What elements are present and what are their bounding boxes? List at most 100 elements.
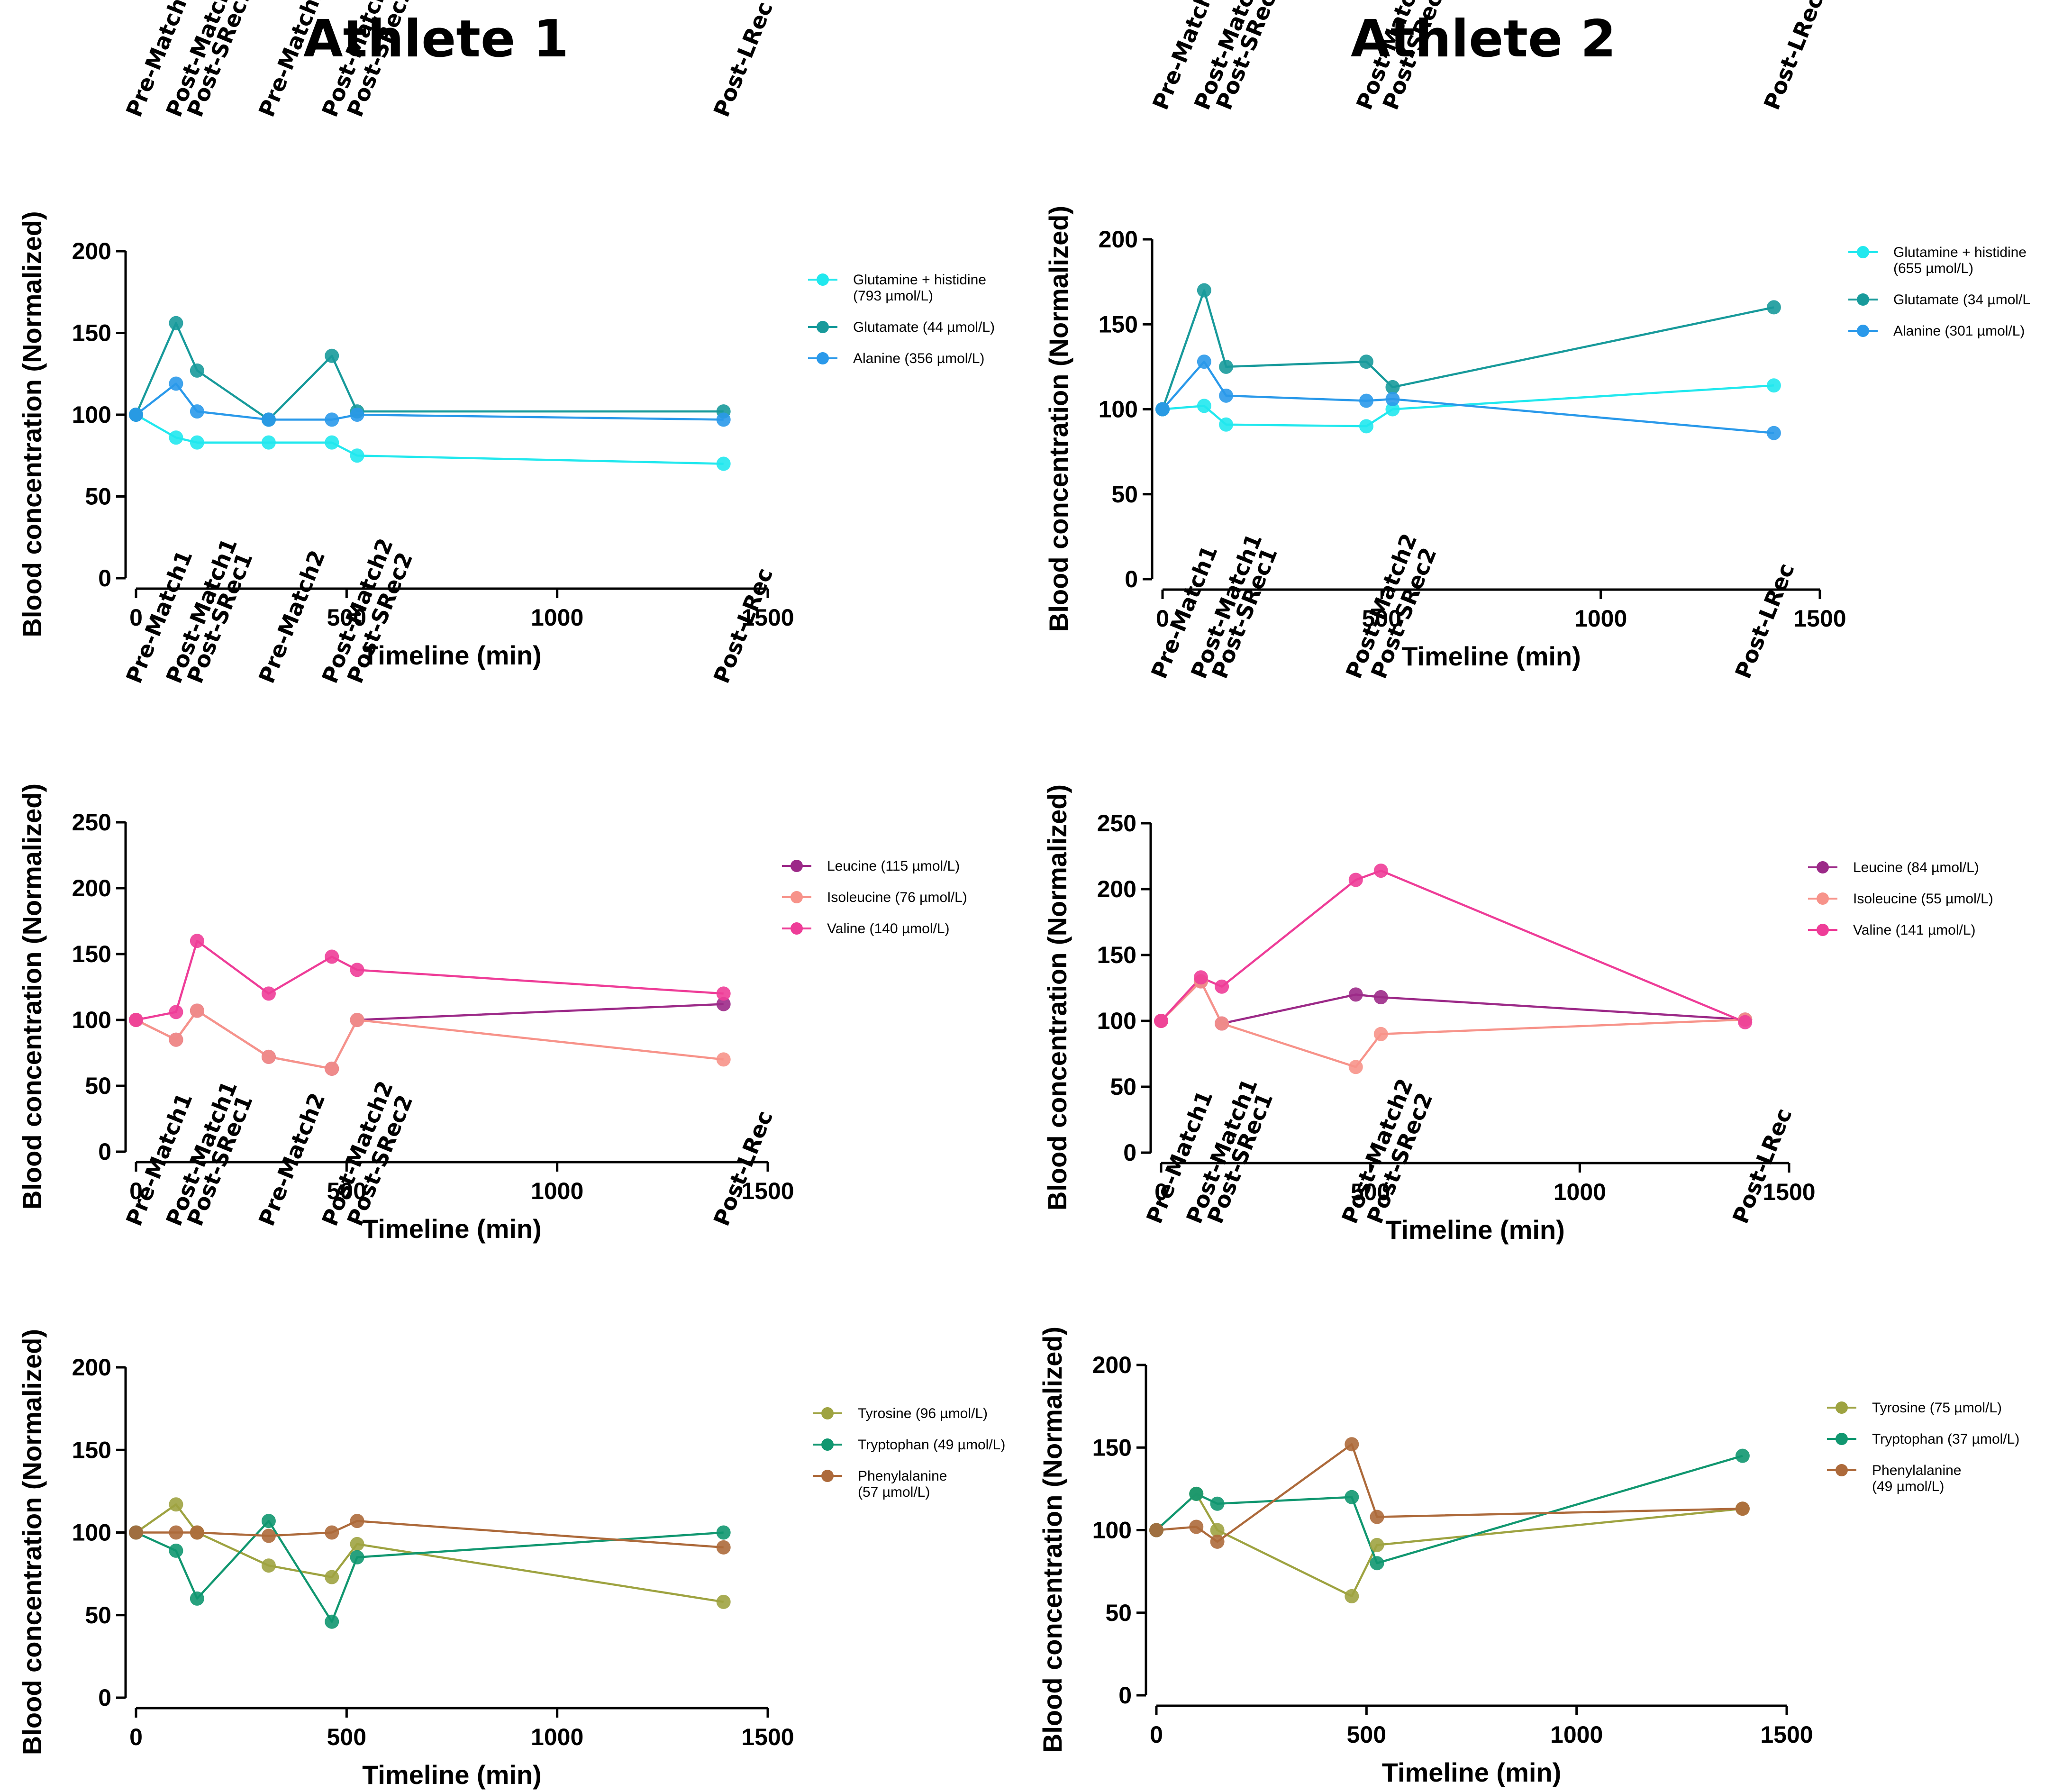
x-axis-label: Timeline (min) bbox=[1385, 1215, 1565, 1245]
legend-label: Alanine (356 µmol/L) bbox=[853, 351, 984, 366]
data-point bbox=[716, 997, 731, 1011]
data-point bbox=[716, 1540, 731, 1555]
legend-label: Phenylalanine bbox=[1872, 1463, 1961, 1478]
data-point bbox=[325, 1525, 339, 1540]
legend-swatch-marker bbox=[1836, 1401, 1848, 1414]
data-point bbox=[350, 448, 364, 463]
x-tick-label: 1000 bbox=[531, 604, 583, 631]
legend-swatch-marker bbox=[791, 922, 803, 935]
series-line bbox=[1160, 869, 1746, 1023]
x-axis-label: Timeline (min) bbox=[1401, 641, 1581, 671]
data-point bbox=[1370, 1537, 1384, 1552]
data-point bbox=[350, 963, 364, 977]
data-point bbox=[325, 949, 339, 964]
data-point bbox=[1385, 402, 1400, 417]
data-point bbox=[1219, 388, 1234, 403]
data-point bbox=[1348, 1060, 1363, 1074]
legend-label: Tyrosine (96 µmol/L) bbox=[858, 1406, 988, 1421]
data-point bbox=[1189, 1486, 1204, 1501]
x-tick-label: 1000 bbox=[1550, 1721, 1603, 1748]
legend-label: Glutamate (44 µmol/L) bbox=[853, 319, 995, 335]
data-point bbox=[1735, 1501, 1750, 1516]
data-point bbox=[261, 435, 276, 450]
legend-swatch-marker bbox=[1857, 293, 1869, 306]
data-point bbox=[1155, 402, 1170, 417]
data-point bbox=[190, 1525, 204, 1540]
data-point bbox=[169, 316, 183, 330]
timepoint-label: Pre-Match2 bbox=[254, 0, 330, 120]
y-tick-label: 200 bbox=[1099, 226, 1138, 253]
athlete-1-title: Athlete 1 bbox=[303, 9, 569, 69]
legend-swatch-marker bbox=[1857, 325, 1869, 337]
x-tick-label: 500 bbox=[1362, 605, 1401, 632]
y-tick-label: 150 bbox=[1097, 942, 1136, 968]
y-tick-label: 200 bbox=[1092, 1352, 1132, 1378]
legend-swatch-marker bbox=[1817, 861, 1829, 873]
legend-label: Alanine (301 µmol/L) bbox=[1893, 323, 2025, 339]
data-point bbox=[190, 435, 204, 450]
y-tick-label: 200 bbox=[72, 1354, 111, 1381]
timepoint-label: Post-LRec bbox=[1730, 560, 1799, 682]
y-tick-label: 200 bbox=[72, 238, 111, 264]
data-point bbox=[1215, 1016, 1229, 1031]
y-tick-label: 100 bbox=[72, 401, 111, 428]
data-point bbox=[261, 1558, 276, 1573]
data-point bbox=[1359, 419, 1373, 434]
data-point bbox=[325, 1570, 339, 1584]
legend-swatch-marker bbox=[1836, 1433, 1848, 1445]
y-tick-label: 200 bbox=[1097, 876, 1136, 902]
legend-label: (49 µmol/L) bbox=[1872, 1479, 1944, 1494]
legend-swatch-marker bbox=[1836, 1464, 1848, 1476]
legend-label: Glutamate (34 µmol/L bbox=[1893, 292, 2030, 308]
y-tick-label: 150 bbox=[1092, 1434, 1132, 1461]
series-line bbox=[1156, 1443, 1743, 1543]
series-line bbox=[1155, 1492, 1743, 1598]
data-point bbox=[1348, 873, 1363, 887]
data-point bbox=[1345, 1589, 1359, 1603]
data-point bbox=[1359, 393, 1373, 408]
data-point bbox=[716, 986, 731, 1001]
y-axis-label: Blood concentration (Normalized) bbox=[1044, 206, 1073, 632]
x-tick-label: 500 bbox=[1347, 1721, 1386, 1748]
x-axis-label: Timeline (min) bbox=[362, 1214, 542, 1244]
legend-label: Isoleucine (76 µmol/L) bbox=[827, 890, 967, 905]
y-tick-label: 0 bbox=[1125, 566, 1138, 592]
x-tick-label: 0 bbox=[1156, 605, 1169, 632]
data-point bbox=[1359, 355, 1373, 369]
legend-label: Tryptophan (49 µmol/L) bbox=[858, 1437, 1005, 1453]
data-point bbox=[1766, 300, 1781, 315]
data-point bbox=[1348, 987, 1363, 1002]
data-point bbox=[190, 363, 204, 378]
x-tick-label: 500 bbox=[1351, 1179, 1390, 1205]
legend-swatch-marker bbox=[1817, 924, 1829, 936]
y-axis-label: Blood concentration (Normalized) bbox=[17, 1329, 47, 1755]
data-point bbox=[1210, 1496, 1225, 1511]
series-line bbox=[1155, 1455, 1743, 1565]
y-tick-label: 100 bbox=[1099, 396, 1138, 423]
data-point bbox=[1197, 283, 1211, 298]
y-tick-label: 200 bbox=[72, 875, 111, 901]
data-point bbox=[261, 986, 276, 1001]
data-point bbox=[1219, 417, 1234, 432]
series-line bbox=[1160, 980, 1745, 1068]
legend-label: (57 µmol/L) bbox=[858, 1484, 930, 1500]
data-point bbox=[190, 1591, 204, 1606]
data-point bbox=[1154, 1014, 1168, 1028]
data-point bbox=[1345, 1437, 1359, 1452]
data-point bbox=[1197, 355, 1211, 369]
athlete-2-title: Athlete 2 bbox=[1351, 9, 1616, 69]
timepoint-label: Post-LRec bbox=[1727, 1105, 1797, 1228]
series-line bbox=[136, 1519, 724, 1549]
data-point bbox=[169, 1497, 183, 1512]
data-point bbox=[169, 430, 183, 445]
legend-swatch-marker bbox=[817, 352, 829, 364]
x-tick-label: 1000 bbox=[1574, 605, 1627, 632]
data-point bbox=[1373, 990, 1388, 1004]
data-point bbox=[1738, 1015, 1753, 1029]
data-point bbox=[190, 934, 204, 948]
data-point bbox=[350, 1514, 364, 1528]
y-axis-label: Blood concentration (Normalized) bbox=[1042, 784, 1072, 1210]
data-point bbox=[350, 1013, 364, 1027]
x-tick-label: 1000 bbox=[531, 1178, 583, 1204]
